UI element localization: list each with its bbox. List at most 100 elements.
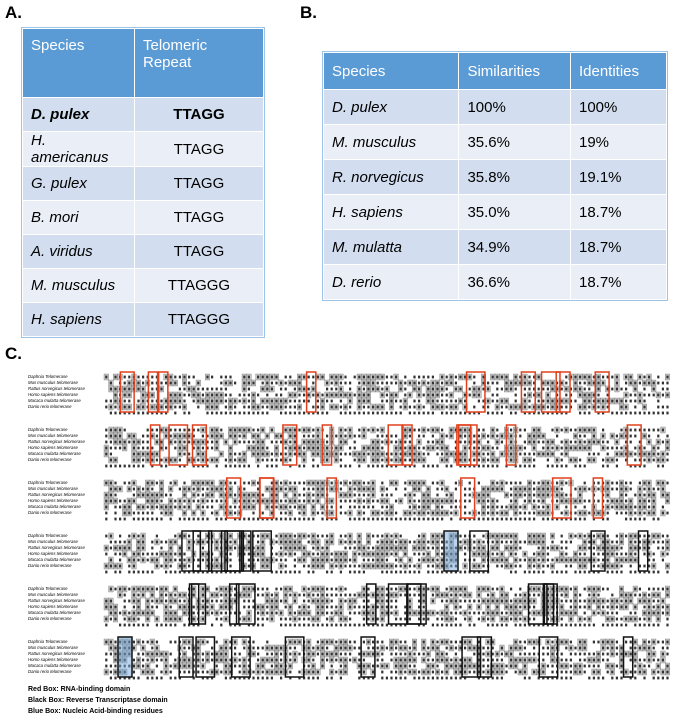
glyph <box>114 552 117 556</box>
glyph <box>344 546 347 550</box>
species-label: Homo sapiens telomerase <box>28 445 79 450</box>
glyph <box>643 446 646 450</box>
glyph <box>500 593 503 597</box>
glyph <box>445 411 448 415</box>
glyph <box>381 452 384 456</box>
glyph <box>496 481 499 485</box>
glyph <box>339 587 342 591</box>
glyph <box>556 405 559 409</box>
glyph <box>418 499 421 503</box>
glyph <box>128 599 131 603</box>
glyph <box>376 440 379 444</box>
glyph <box>473 611 476 615</box>
glyph <box>427 611 430 615</box>
glyph <box>620 487 623 491</box>
glyph <box>183 393 186 397</box>
glyph <box>344 493 347 497</box>
glyph <box>588 511 591 515</box>
glyph <box>413 546 416 550</box>
glyph <box>620 411 623 415</box>
glyph <box>625 481 628 485</box>
glyph <box>215 587 218 591</box>
glyph <box>367 587 370 591</box>
glyph <box>330 617 333 621</box>
glyph <box>303 440 306 444</box>
glyph <box>500 552 503 556</box>
species-label: Danio rerio telomerase <box>28 563 72 568</box>
glyph <box>666 564 669 568</box>
glyph <box>385 534 388 538</box>
glyph <box>450 593 453 597</box>
glyph <box>243 399 246 403</box>
glyph <box>183 375 186 379</box>
glyph <box>459 605 462 609</box>
glyph <box>362 605 365 609</box>
glyph <box>436 399 439 403</box>
glyph <box>459 452 462 456</box>
glyph <box>109 540 112 544</box>
glyph <box>270 452 273 456</box>
glyph <box>275 452 278 456</box>
glyph <box>408 540 411 544</box>
glyph <box>454 499 457 503</box>
glyph <box>556 434 559 438</box>
glyph <box>229 511 232 515</box>
glyph <box>280 387 283 391</box>
glyph <box>330 381 333 385</box>
glyph <box>395 540 398 544</box>
glyph <box>533 393 536 397</box>
glyph <box>155 493 158 497</box>
glyph <box>510 499 513 503</box>
glyph <box>464 440 467 444</box>
glyph <box>528 605 531 609</box>
glyph <box>583 440 586 444</box>
glyph <box>284 481 287 485</box>
glyph <box>381 493 384 497</box>
glyph <box>201 487 204 491</box>
glyph <box>533 481 536 485</box>
glyph <box>151 511 154 515</box>
glyph <box>128 587 131 591</box>
glyph <box>666 611 669 615</box>
glyph <box>183 493 186 497</box>
glyph <box>638 481 641 485</box>
glyph <box>289 381 292 385</box>
glyph <box>215 558 218 562</box>
glyph <box>477 564 480 568</box>
glyph <box>611 375 614 379</box>
glyph <box>546 587 549 591</box>
glyph <box>261 458 264 462</box>
glyph <box>592 558 595 562</box>
glyph <box>284 546 287 550</box>
glyph <box>500 405 503 409</box>
glyph <box>275 493 278 497</box>
glyph <box>385 452 388 456</box>
glyph <box>280 434 283 438</box>
glyph <box>257 611 260 615</box>
glyph <box>376 587 379 591</box>
glyph <box>638 411 641 415</box>
glyph <box>491 481 494 485</box>
glyph <box>597 546 600 550</box>
glyph <box>408 605 411 609</box>
glyph <box>431 611 434 615</box>
glyph <box>657 587 660 591</box>
glyph <box>105 552 108 556</box>
glyph <box>606 505 609 509</box>
glyph <box>546 493 549 497</box>
glyph <box>303 393 306 397</box>
glyph <box>266 387 269 391</box>
glyph <box>169 481 172 485</box>
glyph <box>395 411 398 415</box>
glyph <box>459 546 462 550</box>
glyph <box>666 593 669 597</box>
glyph <box>197 393 200 397</box>
glyph <box>459 517 462 521</box>
glyph <box>385 464 388 468</box>
glyph <box>666 393 669 397</box>
glyph <box>615 375 618 379</box>
glyph <box>266 599 269 603</box>
glyph <box>583 534 586 538</box>
glyph <box>666 446 669 450</box>
glyph <box>491 593 494 597</box>
